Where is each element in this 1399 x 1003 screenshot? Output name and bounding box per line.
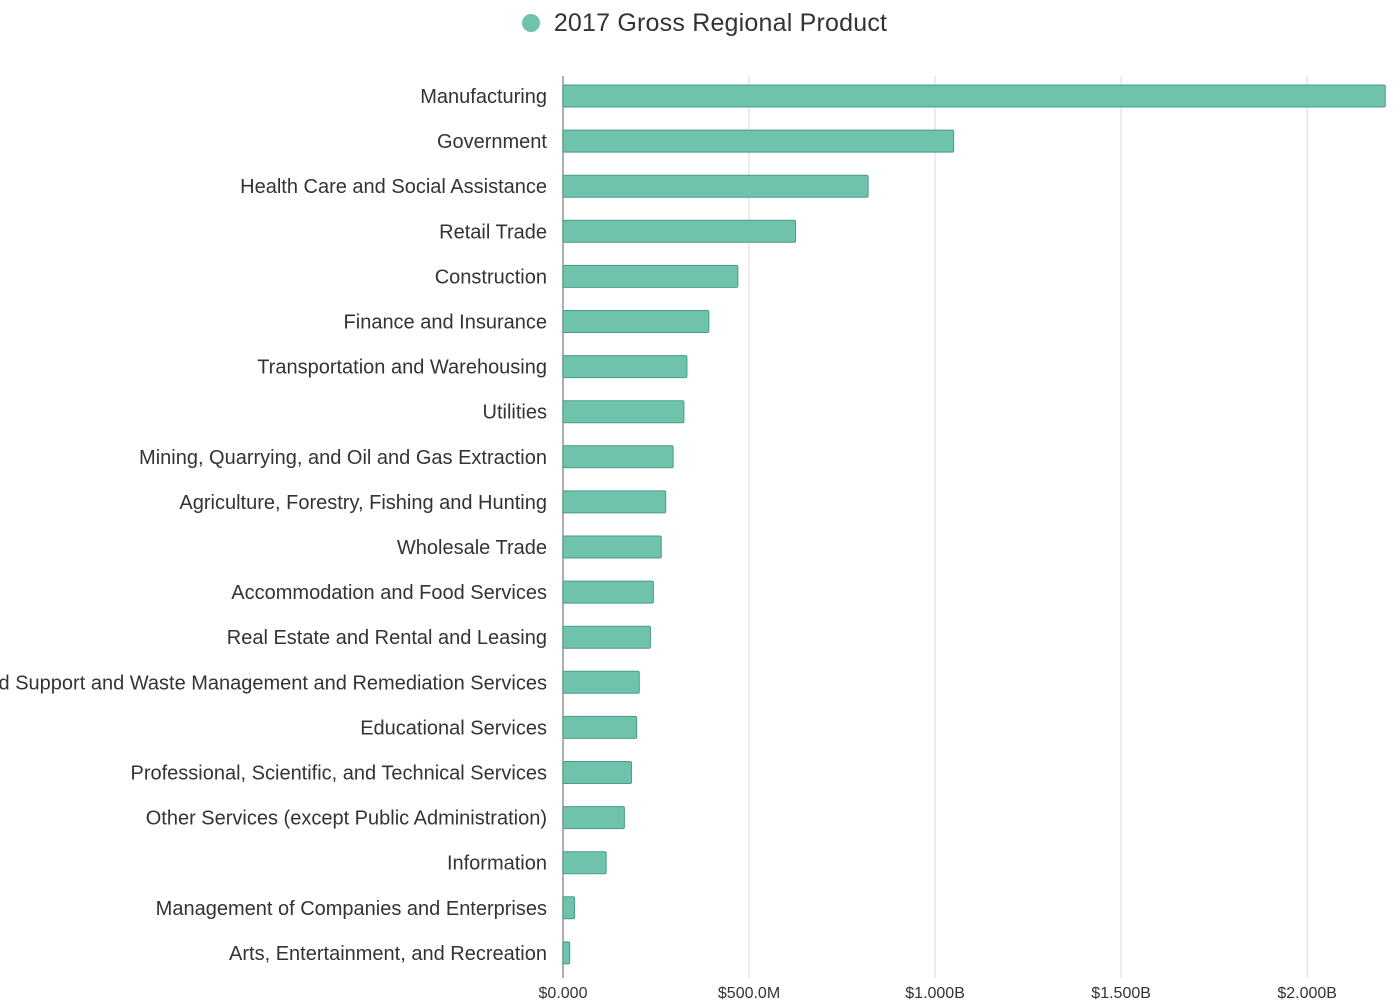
category-label: Arts, Entertainment, and Recreation <box>229 943 547 965</box>
category-label: Mining, Quarrying, and Oil and Gas Extra… <box>139 447 547 469</box>
category-label: Utilities <box>483 402 547 424</box>
bar <box>562 84 1386 108</box>
legend: 2017 Gross Regional Product <box>0 6 1399 40</box>
category-label: Transportation and Warehousing <box>257 357 547 379</box>
bar <box>562 400 685 424</box>
bar <box>562 445 674 469</box>
bar <box>562 670 640 694</box>
x-tick-label: $500.0M <box>718 985 780 1002</box>
bar <box>562 535 662 559</box>
bar <box>562 580 654 604</box>
category-label: Finance and Insurance <box>344 312 547 334</box>
legend-swatch-icon <box>521 14 540 32</box>
bar <box>562 625 651 649</box>
bar <box>562 851 607 875</box>
bar <box>562 806 625 830</box>
category-label: Retail Trade <box>439 221 547 243</box>
x-tick-label: $1.000B <box>905 985 965 1002</box>
category-label: Educational Services <box>360 717 547 739</box>
x-tick-layer: $0.000 $500.0M $1.000B $1.500B $2.000B <box>539 985 1337 1002</box>
category-label: Construction <box>435 266 547 288</box>
category-label: Administrative and Support and Waste Man… <box>0 672 547 694</box>
category-label: Professional, Scientific, and Technical … <box>130 763 547 785</box>
category-label: Government <box>437 131 547 153</box>
category-label: Agriculture, Forestry, Fishing and Hunti… <box>179 492 547 514</box>
bar <box>562 490 667 514</box>
category-label: Information <box>447 853 547 875</box>
category-label: Accommodation and Food Services <box>231 582 547 604</box>
bar <box>562 761 632 784</box>
category-label: Real Estate and Rental and Leasing <box>227 627 547 649</box>
x-tick-label: $2.000B <box>1277 985 1337 1002</box>
category-label: Manufacturing <box>420 86 547 108</box>
x-tick-label: $1.500B <box>1091 985 1151 1002</box>
bar <box>562 219 797 243</box>
bar <box>562 355 688 379</box>
category-label: Health Care and Social Assistance <box>240 176 547 198</box>
grid-layer <box>562 76 1308 978</box>
category-label: Other Services (except Public Administra… <box>146 808 547 830</box>
bar <box>562 941 571 965</box>
x-tick-label: $0.000 <box>539 985 588 1002</box>
bar <box>562 174 869 198</box>
bar <box>562 129 955 153</box>
category-label: Wholesale Trade <box>397 537 547 559</box>
bar <box>562 310 710 333</box>
bar-layer <box>562 84 1386 965</box>
bar <box>562 896 576 920</box>
category-label-layer: Manufacturing Government Health Care and S… <box>0 86 547 965</box>
bar <box>562 715 638 739</box>
category-label: Management of Companies and Enterprises <box>156 898 547 920</box>
bar <box>562 264 739 288</box>
legend-label: 2017 Gross Regional Product <box>553 8 888 37</box>
